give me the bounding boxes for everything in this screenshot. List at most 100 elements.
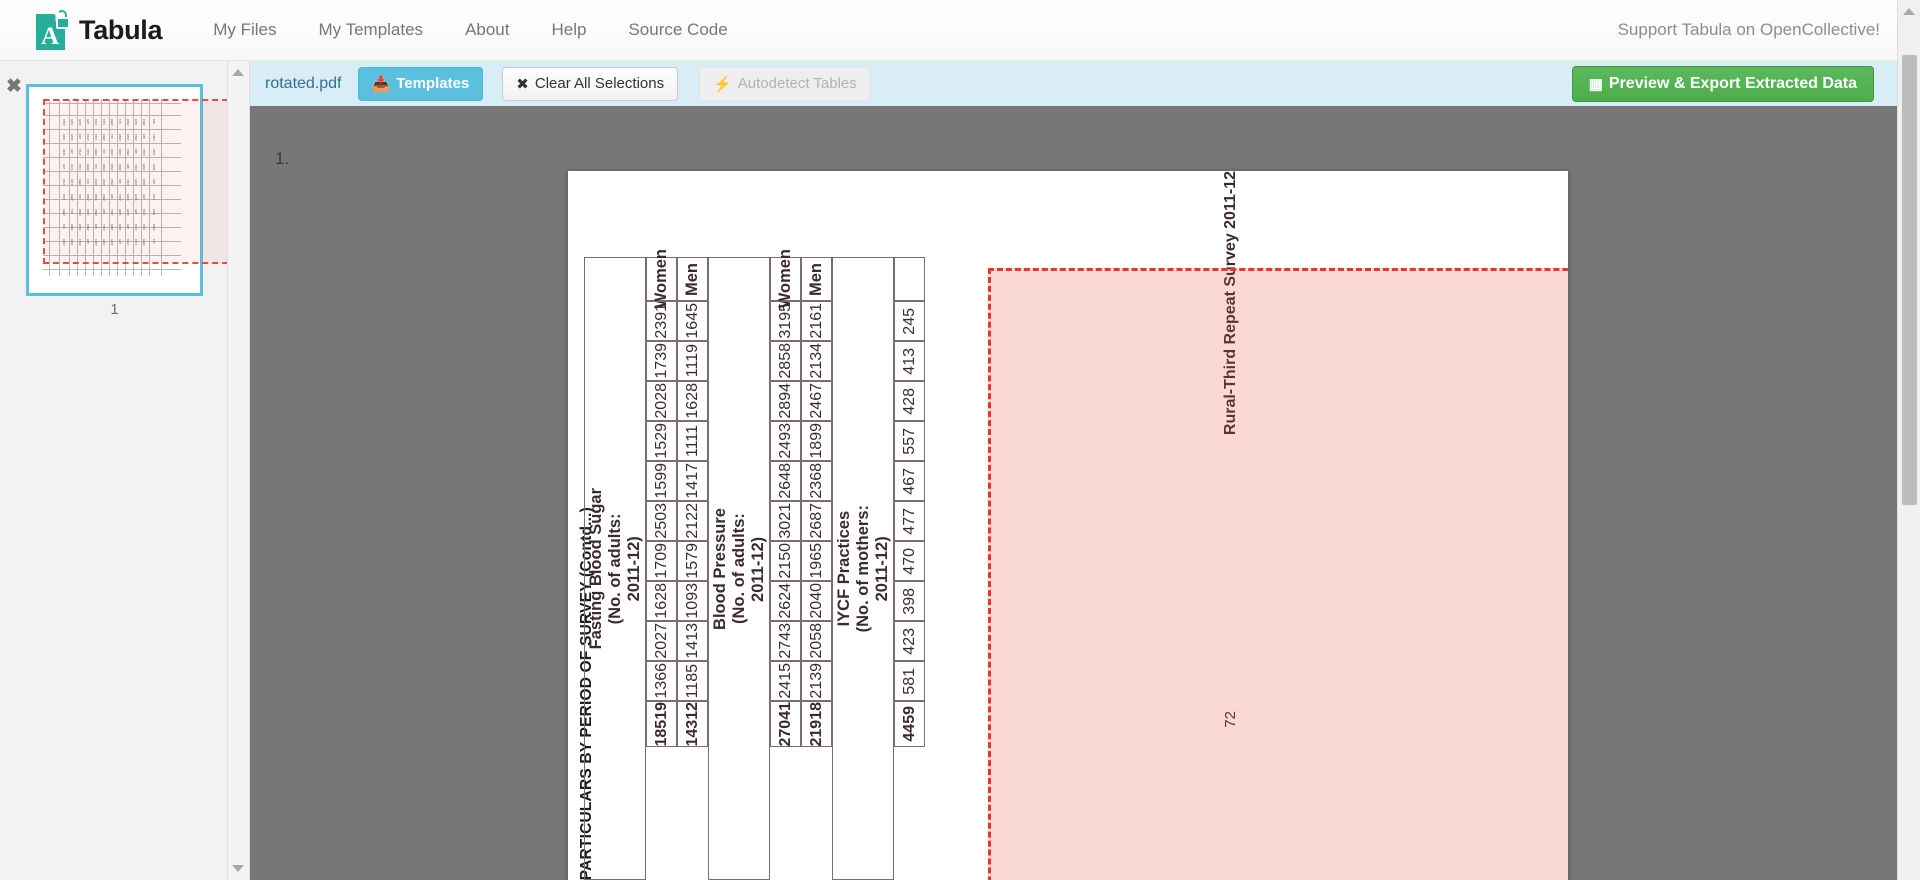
thumbnail-sidebar: ✖ 2391 1645 3195 245 1739 1119 2858 413 2028 1645… <box>0 61 250 880</box>
table-subheader <box>894 257 925 301</box>
table-cell: 1529 <box>646 421 677 461</box>
templates-button[interactable]: 📥 Templates <box>357 66 484 101</box>
table-cell: 557 <box>894 421 925 461</box>
table-cell: 1413 <box>677 621 708 661</box>
table-cell: 2858 <box>770 341 801 381</box>
thumbnail-page-label: 1 <box>110 301 119 318</box>
table-cell: 581 <box>894 661 925 701</box>
nav-help[interactable]: Help <box>551 20 587 39</box>
table-cell: 1965 <box>801 541 832 581</box>
table-subheader: Men <box>677 257 708 301</box>
table-cell: 2134 <box>801 341 832 381</box>
table-cell: 2058 <box>801 621 832 661</box>
editor-toolbar: rotated.pdf 📥 Templates ✖ Clear All Sele… <box>250 61 1897 106</box>
table-cell: 245 <box>894 301 925 341</box>
table-cell: 2743 <box>770 621 801 661</box>
close-thumbnail-icon[interactable]: ✖ <box>6 76 22 97</box>
table-cell: 2648 <box>770 461 801 501</box>
preview-export-button[interactable]: ▦ Preview & Export Extracted Data <box>1571 65 1874 102</box>
table-group-header: Blood Pressure (No. of adults: 2011-12) <box>708 257 770 880</box>
table-cell: 1093 <box>677 581 708 621</box>
table-cell: 2028 <box>646 381 677 421</box>
brand-link[interactable]: A Tabula <box>36 10 163 50</box>
table-group-header: IYCF Practices (No. of mothers: 2011-12) <box>832 257 894 880</box>
table-cell: 477 <box>894 501 925 541</box>
table-cell: 1366 <box>646 661 677 701</box>
table-subheader: Men <box>801 257 832 301</box>
table-cell: 1111 <box>677 421 708 461</box>
top-navbar: A Tabula My Files My Templates About Hel… <box>0 0 1920 61</box>
page-index-label: 1. <box>275 149 290 168</box>
table-cell: 2687 <box>801 501 832 541</box>
nav-my-templates[interactable]: My Templates <box>318 20 424 39</box>
clear-button-label: Clear All Selections <box>534 75 665 92</box>
table-cell: 1185 <box>677 661 708 701</box>
scroll-down-icon[interactable] <box>232 865 244 872</box>
sidebar-scrollbar[interactable] <box>227 61 249 880</box>
bolt-icon: ⚡ <box>713 75 732 93</box>
autodetect-button-label: Autodetect Tables <box>737 75 857 92</box>
table-cell: 2027 <box>646 621 677 661</box>
table-cell: 1119 <box>677 341 708 381</box>
table-cell: 2139 <box>801 661 832 701</box>
nav-source-code[interactable]: Source Code <box>628 20 728 39</box>
table-subheader: Women <box>646 249 677 309</box>
table-cell: 1628 <box>677 381 708 421</box>
table-cell: 2040 <box>801 581 832 621</box>
circle-x-icon: ✖ <box>516 75 529 93</box>
table-group-header: Fasting Blood Sugar (No. of adults: 2011… <box>584 257 646 880</box>
table-cell: 2894 <box>770 381 801 421</box>
table-cell: 2624 <box>770 581 801 621</box>
table-cell: 2467 <box>801 381 832 421</box>
nav-about[interactable]: About <box>465 20 510 39</box>
table-cell: 423 <box>894 621 925 661</box>
table-cell: 2391 <box>646 301 677 341</box>
scroll-up-icon[interactable] <box>232 69 244 76</box>
table-selection-rectangle[interactable] <box>988 268 1568 880</box>
table-cell: 1628 <box>646 581 677 621</box>
table-icon: ▦ <box>1588 75 1603 93</box>
table-cell: 2368 <box>801 461 832 501</box>
table-total-cell: 18519 <box>646 701 677 747</box>
table-cell: 1579 <box>677 541 708 581</box>
templates-button-label: Templates <box>396 75 470 92</box>
file-name-label: rotated.pdf <box>265 74 342 92</box>
table-cell: 1417 <box>677 461 708 501</box>
main-scrollbar[interactable] <box>1897 0 1920 880</box>
table-cell: 2161 <box>801 301 832 341</box>
table-cell: 1709 <box>646 541 677 581</box>
table-cell: 470 <box>894 541 925 581</box>
table-cell: 1899 <box>801 421 832 461</box>
table-total-cell: 27041 <box>770 701 801 747</box>
brand-name: Tabula <box>79 14 163 45</box>
table-cell: 2415 <box>770 661 801 701</box>
table-cell: 1645 <box>677 301 708 341</box>
page-thumbnail[interactable]: 2391 1645 3195 245 1739 1119 2858 413 2028 1645 31… <box>26 84 248 296</box>
table-cell: 467 <box>894 461 925 501</box>
table-total-cell: 14312 <box>677 701 708 747</box>
table-cell: 413 <box>894 341 925 381</box>
support-opencollective-link[interactable]: Support Tabula on OpenCollective! <box>1617 20 1880 39</box>
pdf-page-canvas[interactable]: PARTICULARS BY PERIOD OF SURVEY (Contd..… <box>568 171 1568 880</box>
table-cell: 398 <box>894 581 925 621</box>
table-cell: 3195 <box>770 301 801 341</box>
table-cell: 1739 <box>646 341 677 381</box>
pdf-viewer[interactable]: 1. PARTICULARS BY PERIOD OF SURVEY (Cont… <box>250 106 1897 880</box>
table-subheader: Women <box>770 249 801 309</box>
pdf-unlock-icon: A <box>36 10 70 50</box>
table-cell: 2150 <box>770 541 801 581</box>
scroll-up-icon[interactable] <box>1903 8 1915 15</box>
table-cell: 2503 <box>646 501 677 541</box>
clear-all-selections-button[interactable]: ✖ Clear All Selections <box>502 66 679 101</box>
table-cell: 2122 <box>677 501 708 541</box>
table-cell: 3021 <box>770 501 801 541</box>
nav-my-files[interactable]: My Files <box>213 20 277 39</box>
table-cell: 1599 <box>646 461 677 501</box>
templates-icon: 📥 <box>371 75 391 93</box>
scrollbar-thumb[interactable] <box>1902 55 1917 505</box>
table-total-cell: 21918 <box>801 701 832 747</box>
table-cell: 428 <box>894 381 925 421</box>
thumbnail-page: 2391 1645 3195 245 1739 1119 2858 413 2028 1645 31… <box>29 87 248 293</box>
table-total-cell: 4459 <box>894 701 925 747</box>
autodetect-tables-button[interactable]: ⚡ Autodetect Tables <box>699 66 871 101</box>
